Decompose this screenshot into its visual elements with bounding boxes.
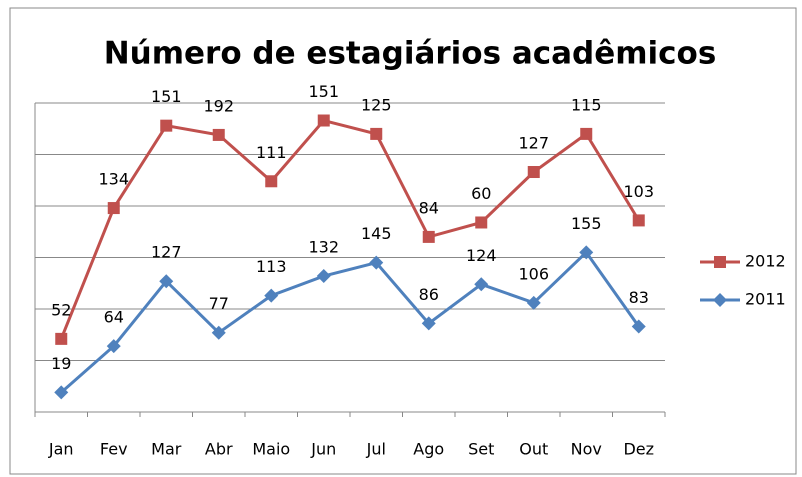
marker [714,256,726,268]
data-label: 64 [104,308,124,327]
x-tick-label: Jul [366,440,386,459]
data-label: 155 [571,214,602,233]
series-line [59,118,641,340]
data-label: 103 [623,182,654,201]
marker [369,255,384,270]
data-label: 19 [51,354,71,373]
legend-label: 2011 [745,290,786,309]
x-tick-label: Dez [623,440,654,459]
chart-title: Número de estagiários acadêmicos [104,36,717,72]
chart-border [9,7,797,475]
data-label: 60 [471,184,491,203]
marker [527,166,540,179]
marker [474,277,489,292]
marker [421,316,436,331]
marker [713,293,727,307]
marker [264,288,279,303]
marker [106,339,121,354]
data-label: 124 [466,246,497,265]
data-label: 83 [629,288,649,307]
data-label: 192 [203,96,234,115]
marker [370,127,383,140]
marker [107,202,120,215]
x-tick-label: Jan [48,440,74,459]
data-label: 127 [518,134,549,153]
data-label: 132 [308,238,339,257]
data-label: 77 [209,294,229,313]
marker [160,119,173,132]
marker [580,127,593,140]
marker [526,295,541,310]
x-tick-label: Out [519,440,548,459]
data-label: 134 [98,170,129,189]
x-tick-label: Set [468,440,494,459]
data-label: 84 [419,198,439,217]
marker [212,128,225,141]
series-line [60,250,640,394]
x-tick-label: Ago [413,440,444,459]
data-label: 86 [419,285,439,304]
data-label: 151 [151,87,182,106]
marker [54,385,69,400]
data-label: 145 [361,224,392,243]
data-label: 111 [256,143,287,162]
data-label: 113 [256,257,287,276]
x-tick-label: Jun [310,440,336,459]
data-label: 106 [518,264,549,283]
marker [317,114,330,127]
marker [475,216,488,229]
marker [632,214,645,227]
x-tick-label: Maio [252,440,290,459]
data-label: 125 [361,95,392,114]
legend-label: 2012 [745,252,786,271]
marker [631,319,646,334]
data-label: 151 [308,82,339,101]
marker [159,274,174,289]
data-label: 127 [151,243,182,262]
x-tick-label: Nov [571,440,602,459]
data-label: 52 [51,300,71,319]
x-tick-label: Abr [205,440,233,459]
marker [55,332,68,345]
x-tick-label: Fev [100,440,128,459]
x-tick-label: Mar [151,440,182,459]
marker [316,269,331,284]
marker [211,325,226,340]
marker [579,245,594,260]
marker [265,175,278,188]
data-label: 115 [571,95,602,114]
marker [422,230,435,243]
